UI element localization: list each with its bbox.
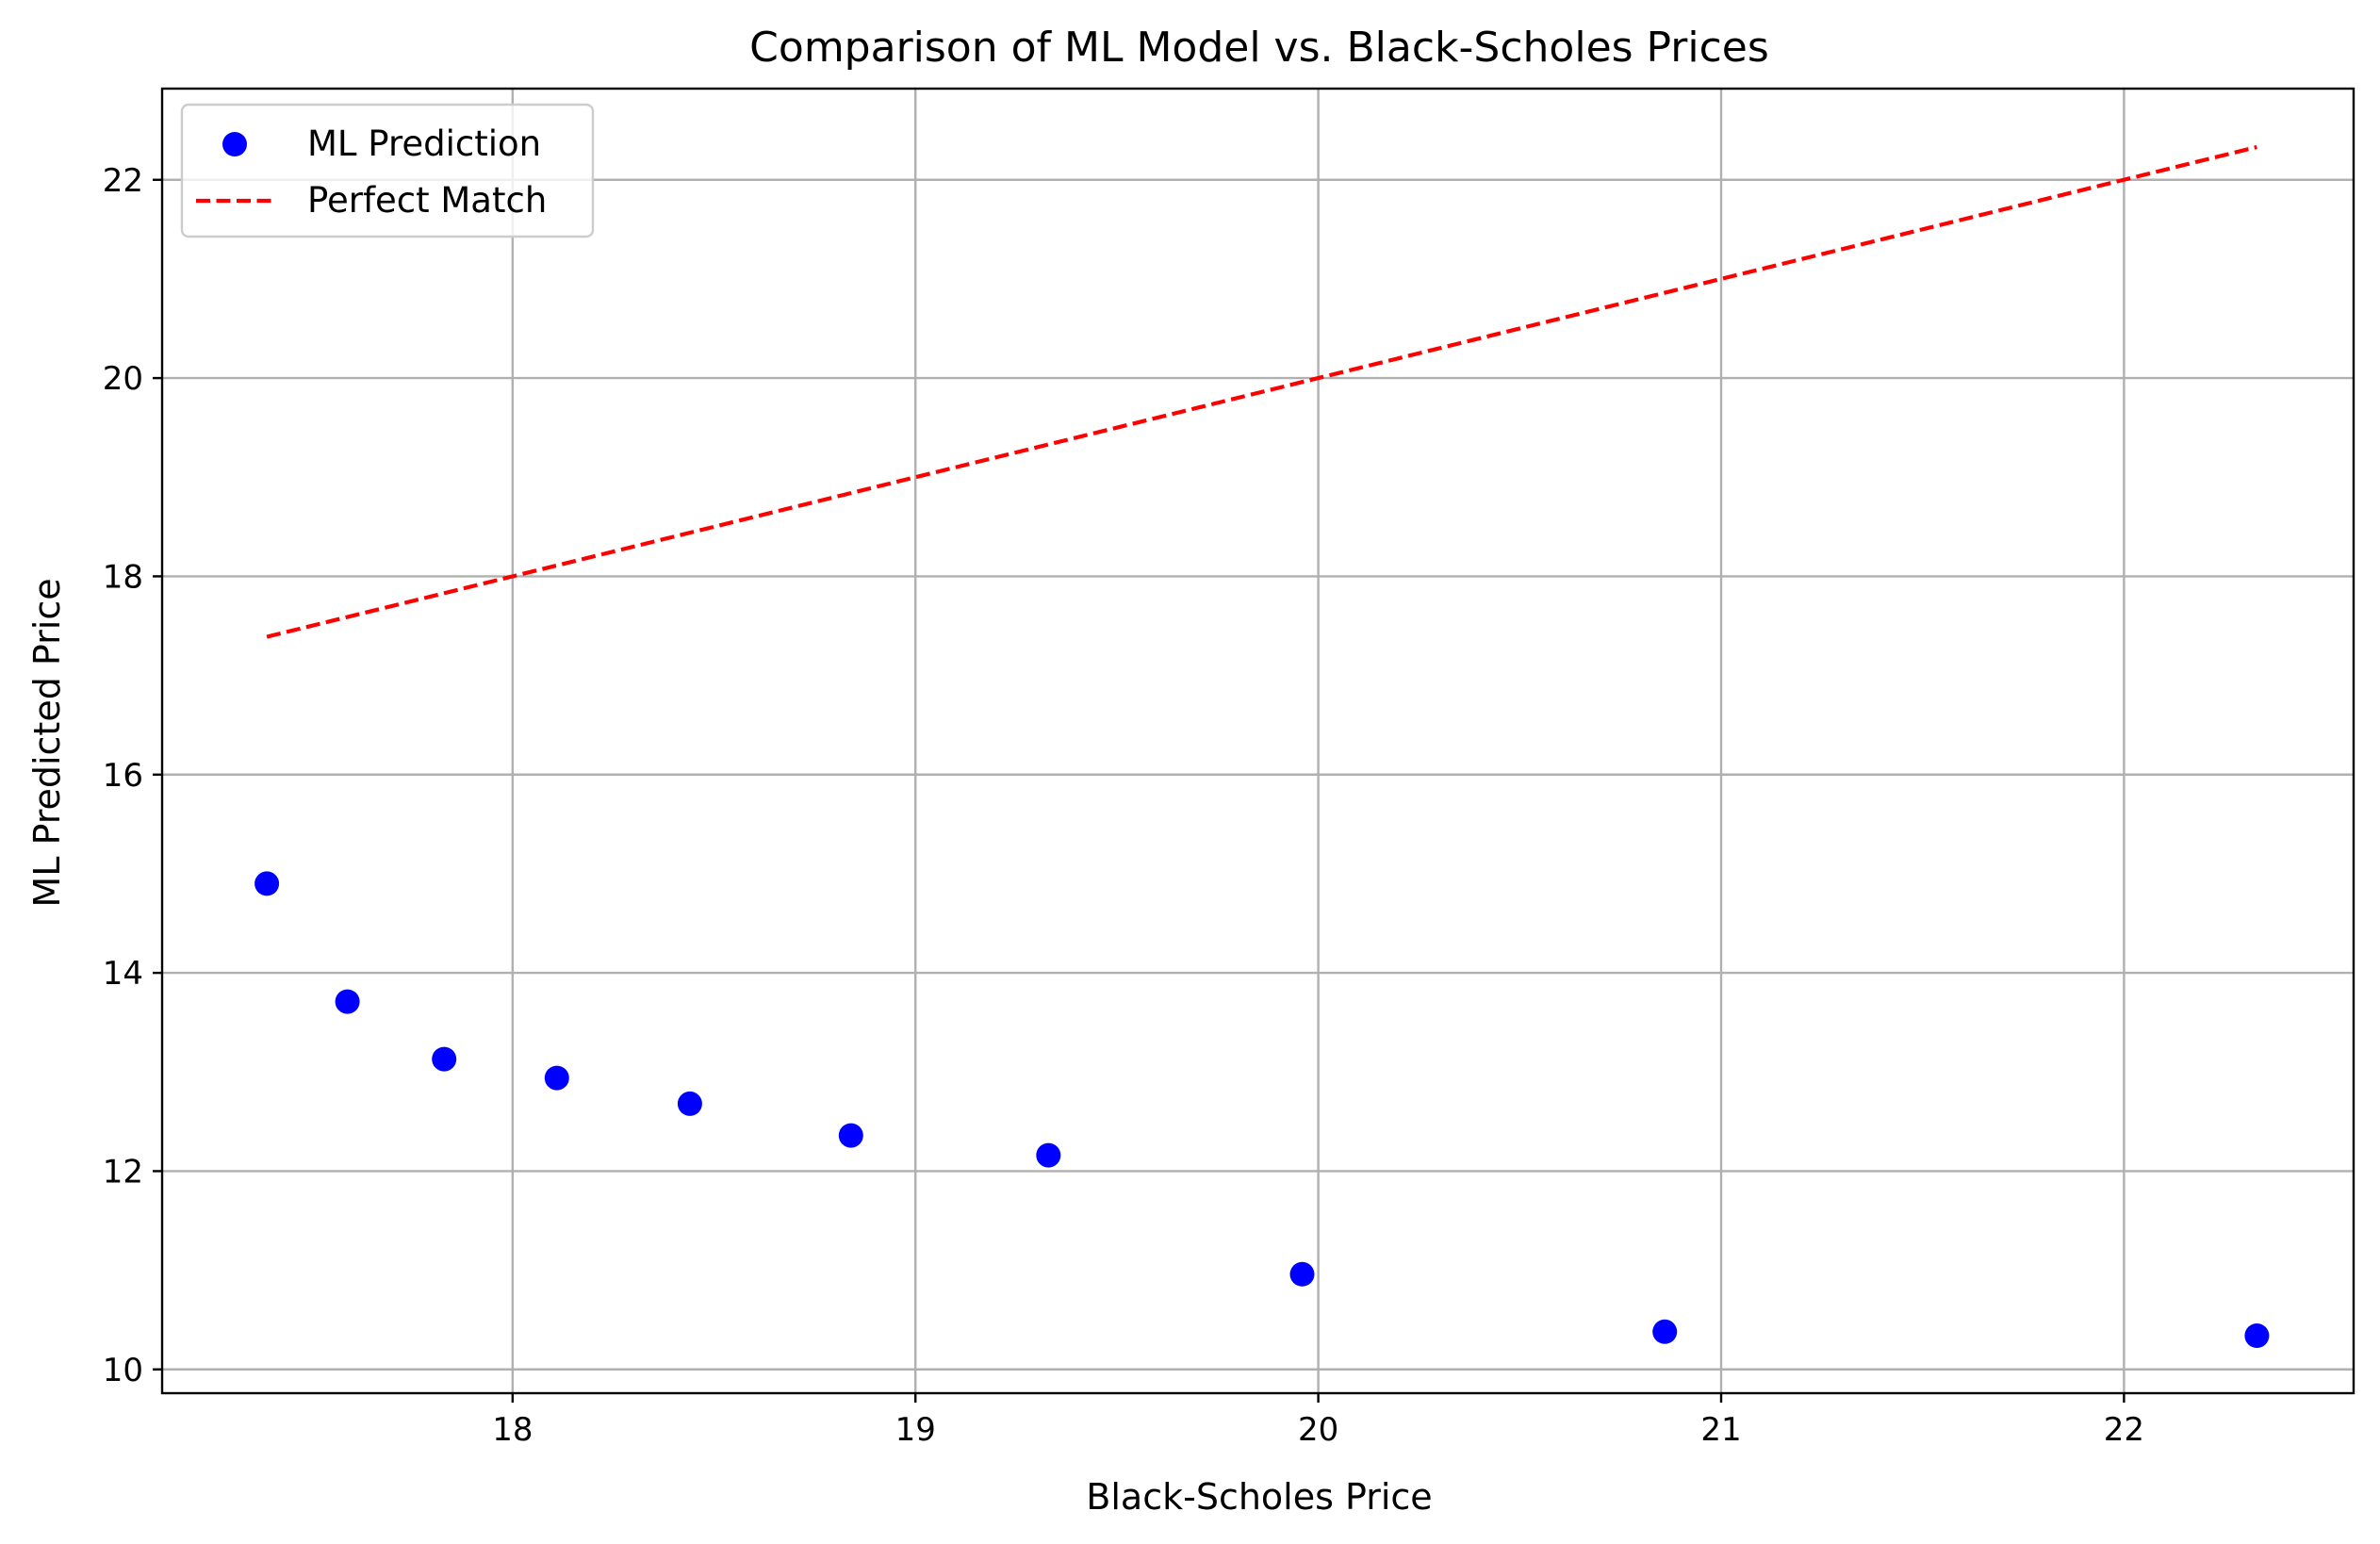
x-tick-label-19: 19 [895,1411,936,1449]
axis-ticks: 18 19 20 21 22 10 12 14 16 18 20 22 [103,162,2144,1449]
x-axis-title: Black-Scholes Price [1086,1476,1432,1518]
legend-label-perfect-match: Perfect Match [307,180,547,221]
chart-title: Comparison of ML Model vs. Black-Scholes… [749,24,1769,72]
x-tick-label-22: 22 [2104,1411,2144,1449]
legend-marker-ml-prediction [222,132,247,156]
legend-box [180,103,595,238]
ml-prediction-series [254,871,2270,1348]
y-tick-label-20: 20 [103,360,143,398]
y-axis-title: ML Predicted Price [26,578,68,907]
x-tick-label-20: 20 [1298,1411,1338,1449]
y-tick-label-12: 12 [103,1153,143,1191]
y-tick-label-18: 18 [103,558,143,596]
plot-area-frame [160,87,2355,1395]
y-tick-label-22: 22 [103,162,143,200]
legend: ML Prediction Perfect Match [180,103,595,238]
ml-prediction-point-9 [1652,1319,1678,1344]
ml-prediction-point-7 [1036,1142,1061,1168]
legend-label-ml-prediction: ML Prediction [307,123,541,164]
ml-prediction-point-6 [838,1123,863,1148]
ml-prediction-point-5 [677,1091,702,1116]
ml-prediction-point-4 [544,1065,569,1091]
y-tick-label-14: 14 [103,955,143,993]
ml-prediction-point-8 [1289,1261,1315,1287]
grid [162,89,2354,1393]
x-tick-label-18: 18 [492,1411,533,1449]
ml-prediction-point-10 [2244,1323,2270,1348]
y-tick-label-16: 16 [103,757,143,795]
perfect-match-line [266,144,2257,639]
y-tick-label-10: 10 [103,1352,143,1389]
ml-prediction-point-1 [254,871,280,896]
ml-prediction-point-3 [432,1046,457,1072]
ml-prediction-point-2 [335,989,360,1014]
x-tick-label-21: 21 [1700,1411,1741,1449]
perfect-match-series [266,144,2257,639]
